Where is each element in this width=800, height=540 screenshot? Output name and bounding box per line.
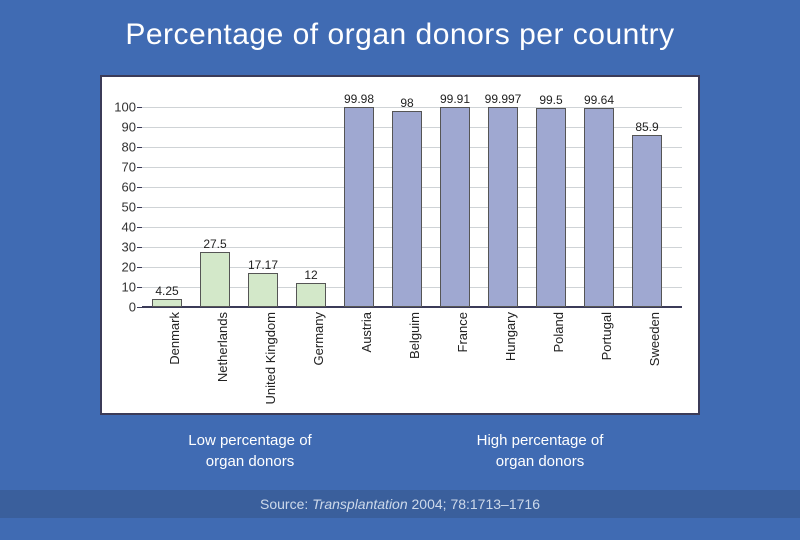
bar-value-label: 99.91 [440, 92, 470, 106]
x-category-label: Germany [311, 312, 326, 365]
bar-poland: 99.5Poland [536, 108, 566, 307]
x-category-label: Denmark [167, 312, 182, 365]
x-category-label: Austria [359, 312, 374, 352]
x-category-label: Sweeden [647, 312, 662, 366]
group-label-high: High percentage of organ donors [420, 430, 660, 472]
ytick-label: 80 [122, 140, 136, 155]
bar-value-label: 17.17 [248, 258, 278, 272]
bar-portugal: 99.64Portugal [584, 108, 614, 307]
ytick-label: 10 [122, 280, 136, 295]
chart-container: 0102030405060708090100 4.25Denmark27.5Ne… [100, 75, 700, 415]
ytick-label: 40 [122, 220, 136, 235]
bar-germany: 12Germany [296, 283, 326, 307]
bar-value-label: 99.64 [584, 93, 614, 107]
bar-value-label: 99.98 [344, 92, 374, 106]
bar-value-label: 99.997 [485, 92, 522, 106]
bar-sweeden: 85.9Sweeden [632, 135, 662, 307]
bar-value-label: 4.25 [155, 284, 178, 298]
x-category-label: Hungary [503, 312, 518, 361]
bar-france: 99.91France [440, 107, 470, 307]
ytick-label: 100 [114, 100, 136, 115]
ytick-label: 70 [122, 160, 136, 175]
group-label-high-line2: organ donors [496, 453, 584, 470]
source-prefix: Source: [260, 496, 312, 512]
source-journal: Transplantation [312, 496, 407, 512]
source-rest: 2004; 78:1713–1716 [408, 496, 540, 512]
x-category-label: Belguim [407, 312, 422, 359]
slide: Percentage of organ donors per country 0… [0, 0, 800, 540]
x-category-label: Netherlands [215, 312, 230, 382]
group-label-low-line1: Low percentage of [188, 432, 311, 449]
group-label-low: Low percentage of organ donors [140, 430, 360, 472]
ytick-label: 20 [122, 260, 136, 275]
bars-group: 4.25Denmark 27.5Netherlands 17.17United Ki… [142, 107, 682, 307]
bar-united-kingdom: 17.17United Kingdom [248, 273, 278, 307]
bar-hungary: 99.997Hungary [488, 107, 518, 307]
x-category-label: Poland [551, 312, 566, 352]
ytick-label: 50 [122, 200, 136, 215]
bar-value-label: 98 [400, 96, 413, 110]
ytick-label: 0 [129, 300, 136, 315]
bar-denmark: 4.25Denmark [152, 299, 182, 308]
bar-belguim: 98Belguim [392, 111, 422, 307]
slide-title: Percentage of organ donors per country [0, 0, 800, 52]
ytick-label: 90 [122, 120, 136, 135]
x-category-label: Portugal [599, 312, 614, 360]
source-citation: Source: Transplantation 2004; 78:1713–17… [0, 490, 800, 518]
x-category-label: United Kingdom [263, 312, 278, 405]
group-label-low-line2: organ donors [206, 453, 294, 470]
bar-austria: 99.98Austria [344, 107, 374, 307]
ytick-label: 30 [122, 240, 136, 255]
bar-value-label: 12 [304, 268, 317, 282]
plot-area: 0102030405060708090100 4.25Denmark27.5Ne… [142, 107, 682, 307]
bar-value-label: 85.9 [635, 120, 658, 134]
ytick-label: 60 [122, 180, 136, 195]
x-category-label: France [455, 312, 470, 352]
bar-value-label: 99.5 [539, 93, 562, 107]
group-label-high-line1: High percentage of [477, 432, 604, 449]
bar-value-label: 27.5 [203, 237, 226, 251]
bar-netherlands: 27.5Netherlands [200, 252, 230, 307]
